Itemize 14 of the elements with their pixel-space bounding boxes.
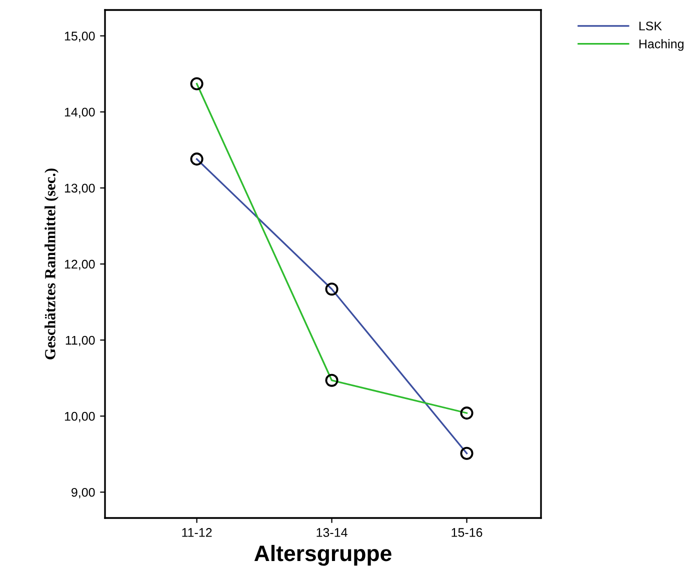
y-tick-label: 10,00 xyxy=(64,412,95,422)
y-tick-label: 15,00 xyxy=(64,32,95,42)
y-axis-title: Geschätztes Randmittel (sec.) xyxy=(44,168,58,360)
x-tick-label: 13-14 xyxy=(316,528,348,537)
y-tick-label: 12,00 xyxy=(64,260,95,270)
y-tick-label: 13,00 xyxy=(64,184,95,194)
x-axis-title: Altersgruppe xyxy=(254,544,392,566)
x-tick-label: 15-16 xyxy=(452,528,482,537)
legend-label: Haching xyxy=(639,39,684,51)
y-tick-label: 9,00 xyxy=(72,488,95,498)
legend-label: LSK xyxy=(639,22,662,30)
x-tick-label: 11-12 xyxy=(182,528,212,537)
y-tick-label: 14,00 xyxy=(64,108,95,118)
y-tick-label: 11,00 xyxy=(66,336,95,346)
